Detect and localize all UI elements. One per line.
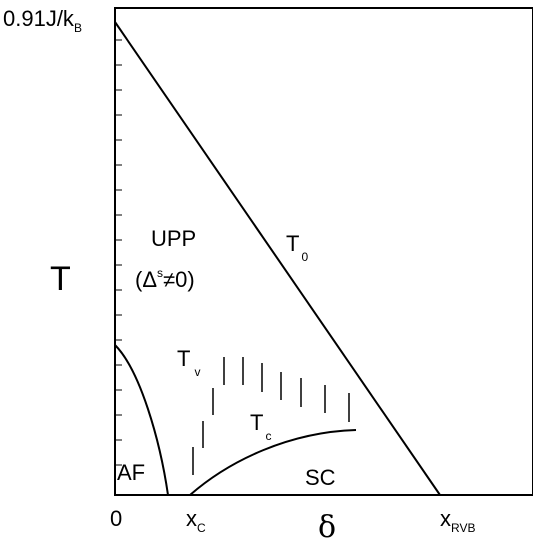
x-axis-label: δ: [318, 510, 336, 540]
tc-curve: [189, 429, 357, 496]
upp-label: UPP: [151, 226, 196, 251]
t0-label: T0: [286, 231, 308, 264]
tv-hatch: [192, 357, 350, 475]
upp-condition: (Δs≠0): [135, 266, 195, 292]
plot-frame: [114, 7, 533, 496]
sc-label: SC: [305, 465, 336, 490]
af-label: AF: [117, 460, 145, 485]
y-axis-ticks: [115, 39, 122, 466]
y-axis-label: T: [50, 260, 71, 298]
tv-label: Tv: [177, 346, 200, 379]
x-tick-0: 0: [110, 506, 122, 531]
x-tick-xc: xC: [186, 506, 206, 535]
t0-line: [114, 21, 441, 496]
x-tick-xrvb: xRVB: [440, 506, 475, 535]
y-top-label: 0.91J/kB: [3, 6, 82, 35]
af-boundary: [114, 344, 169, 496]
tc-label: Tc: [250, 410, 271, 443]
